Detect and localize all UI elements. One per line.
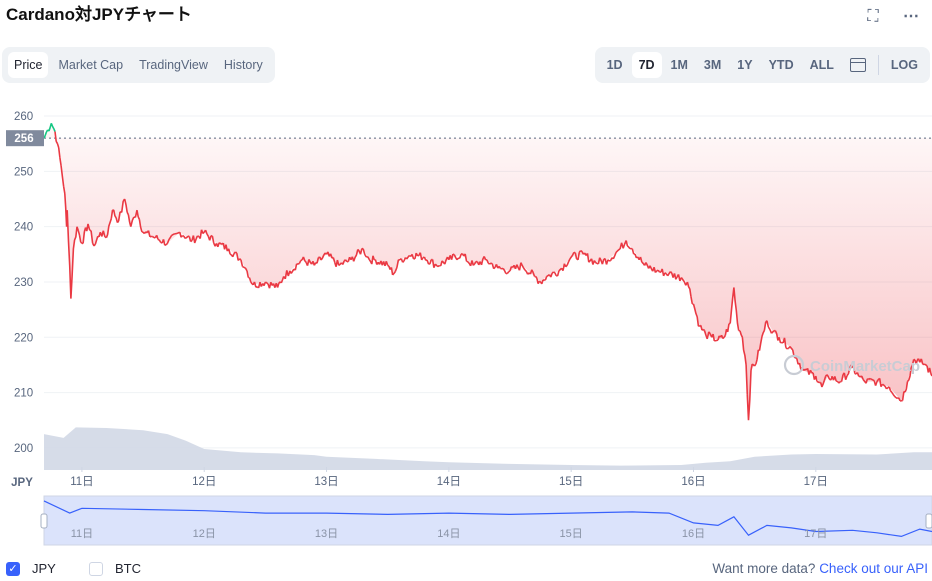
page-title: Cardano対JPYチャート <box>6 5 192 24</box>
y-tick-label: 200 <box>14 443 33 455</box>
current-price-label: 256 <box>6 130 44 147</box>
y-unit-label: JPY <box>11 477 33 489</box>
price-area <box>44 123 932 421</box>
x-tick-label: 16日 <box>681 476 705 488</box>
navigator-tick-label: 13日 <box>315 528 338 540</box>
watermark-text: CoinMarketCap <box>810 358 920 375</box>
x-tick-label: 13日 <box>314 476 338 488</box>
x-tick-label: 15日 <box>559 476 583 488</box>
navigator-handle-right <box>925 513 932 529</box>
navigator-handle-left <box>40 513 48 529</box>
tab-history[interactable]: History <box>223 58 263 72</box>
price-series-down <box>54 131 932 421</box>
calendar-icon[interactable] <box>849 58 866 72</box>
watermark-logo-icon <box>783 354 805 376</box>
api-text: Want more data? <box>712 561 816 576</box>
api-promo: Want more data? Check out our API <box>712 561 928 576</box>
legend-label: BTC <box>115 561 141 576</box>
navigator-tick-label: 14日 <box>437 528 460 540</box>
more-icon[interactable]: ⋯ <box>903 8 919 25</box>
navigator-tick-label: 15日 <box>560 528 583 540</box>
check-icon[interactable]: ✓ <box>6 561 20 576</box>
tab-tradingview[interactable]: TradingView <box>139 58 208 72</box>
navigator-tick-label: 16日 <box>682 528 705 540</box>
x-tick-label: 14日 <box>437 476 461 488</box>
navigator-window <box>43 495 932 546</box>
volume-area <box>44 427 932 470</box>
y-axis: 200 210 220 230 240 250 260 <box>14 111 33 455</box>
range-1d[interactable]: 1D <box>606 58 623 72</box>
navigator[interactable]: 11日 12日 13日 14日 15日 16日 17日 <box>40 495 932 546</box>
range-selector: 1D 7D 1M 3M 1Y YTD ALL LOG <box>594 47 930 83</box>
range-divider <box>877 55 879 75</box>
api-link[interactable]: Check out our API <box>819 561 928 576</box>
legend-jpy[interactable]: ✓ JPY <box>6 561 56 576</box>
range-3m[interactable]: 3M <box>703 58 722 72</box>
y-tick-label: 240 <box>14 222 33 234</box>
volume-series <box>44 427 932 470</box>
navigator-tick-label: 17日 <box>804 528 827 540</box>
log-toggle[interactable]: LOG <box>890 58 918 72</box>
legend-label: JPY <box>32 561 56 576</box>
y-tick-label: 250 <box>14 166 33 178</box>
y-tick-label: 230 <box>14 277 33 289</box>
navigator-tick-label: 12日 <box>193 528 216 540</box>
checkbox-icon[interactable] <box>89 561 103 576</box>
y-tick-label: 220 <box>14 332 33 344</box>
range-7d[interactable]: 7D <box>631 52 662 78</box>
price-series-up <box>43 122 56 139</box>
tab-market-cap[interactable]: Market Cap <box>58 58 124 72</box>
current-price-badge <box>6 130 44 147</box>
range-1y[interactable]: 1Y <box>737 58 753 72</box>
watermark: CoinMarketCap <box>783 354 920 376</box>
y-tick-label: 260 <box>14 111 33 123</box>
x-tick-label: 17日 <box>804 476 828 488</box>
y-tick-label: 210 <box>14 388 33 400</box>
navigator-tick-label: 11日 <box>71 528 93 540</box>
navigator-series <box>43 500 932 538</box>
price-fill <box>44 123 932 421</box>
legend-btc[interactable]: BTC <box>89 561 141 576</box>
expand-icon[interactable]: ⛶ <box>867 8 879 25</box>
current-price-text: 256 <box>14 133 33 145</box>
x-tick-label: 11日 <box>70 476 93 488</box>
range-1m[interactable]: 1M <box>670 58 688 72</box>
price-line <box>43 122 932 421</box>
x-tick-label: 12日 <box>192 476 216 488</box>
range-ytd[interactable]: YTD <box>768 58 794 72</box>
range-all[interactable]: ALL <box>809 58 834 72</box>
tab-price[interactable]: Price <box>8 52 49 78</box>
chart-tabs: Price Market Cap TradingView History <box>2 47 275 83</box>
x-axis: 11日 12日 13日 14日 15日 16日 17日 <box>70 467 828 488</box>
